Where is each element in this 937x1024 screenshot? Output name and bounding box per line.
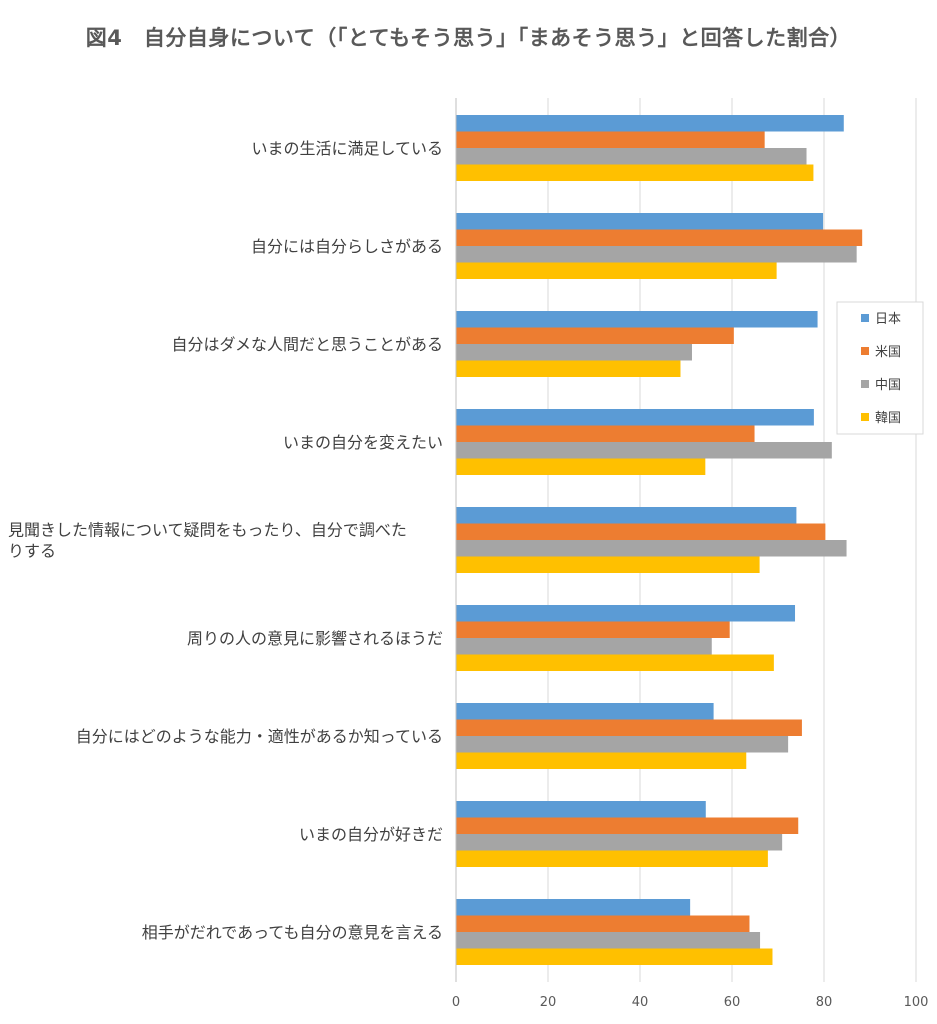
bar-日本-3 bbox=[456, 311, 818, 328]
category-label: 見聞きした情報について疑問をもったり、自分で調べたりする bbox=[8, 521, 407, 561]
bar-中国-1 bbox=[456, 148, 807, 165]
legend-label-日本: 日本 bbox=[875, 312, 901, 327]
bar-米国-8 bbox=[456, 817, 799, 834]
x-tick-label: 60 bbox=[724, 995, 741, 1010]
category-label: 自分には自分らしさがある bbox=[251, 237, 443, 256]
bar-米国-1 bbox=[456, 131, 765, 148]
bar-米国-3 bbox=[456, 327, 734, 344]
legend-label-中国: 中国 bbox=[875, 378, 901, 393]
legend-swatch-日本 bbox=[861, 314, 869, 322]
bar-韓国-8 bbox=[456, 850, 768, 867]
legend-swatch-中国 bbox=[861, 380, 869, 388]
bar-韓国-1 bbox=[456, 164, 814, 181]
bar-日本-1 bbox=[456, 115, 844, 132]
bar-韓国-2 bbox=[456, 262, 777, 279]
x-tick-label: 80 bbox=[816, 995, 833, 1010]
x-tick-label: 0 bbox=[452, 995, 460, 1010]
legend-swatch-韓国 bbox=[861, 413, 869, 421]
bar-日本-6 bbox=[456, 605, 796, 622]
bar-韓国-3 bbox=[456, 360, 681, 377]
bar-韓国-5 bbox=[456, 556, 760, 573]
bar-米国-5 bbox=[456, 523, 826, 540]
chart-title: 図4 自分自身について（「とてもそう思う」「まあそう思う」と回答した割合） bbox=[85, 26, 852, 50]
bar-日本-5 bbox=[456, 507, 797, 524]
bar-中国-4 bbox=[456, 442, 832, 459]
legend-label-米国: 米国 bbox=[875, 345, 901, 360]
legend-swatch-米国 bbox=[861, 347, 869, 355]
bar-日本-4 bbox=[456, 409, 814, 426]
x-tick-label: 20 bbox=[540, 995, 557, 1010]
bars bbox=[456, 115, 863, 965]
bar-中国-8 bbox=[456, 834, 783, 851]
x-axis: 0 20 40 60 80 100 bbox=[452, 98, 929, 1010]
bar-中国-6 bbox=[456, 638, 712, 655]
bar-韓国-7 bbox=[456, 752, 747, 769]
bar-米国-7 bbox=[456, 719, 802, 736]
category-label: 自分にはどのような能力・適性があるか知っている bbox=[76, 727, 443, 746]
bar-米国-6 bbox=[456, 621, 730, 638]
category-label: いまの自分が好きだ bbox=[299, 825, 443, 844]
bar-日本-8 bbox=[456, 801, 706, 818]
category-label: 自分はダメな人間だと思うことがある bbox=[171, 335, 443, 354]
bar-中国-9 bbox=[456, 932, 761, 949]
bar-中国-5 bbox=[456, 540, 847, 557]
bar-日本-2 bbox=[456, 213, 824, 230]
legend-box bbox=[836, 301, 924, 435]
x-tick-label: 100 bbox=[904, 995, 929, 1010]
category-label: いまの自分を変えたい bbox=[283, 433, 443, 452]
category-label: 相手がだれであっても自分の意見を言える bbox=[142, 923, 443, 942]
bar-日本-7 bbox=[456, 703, 714, 720]
bar-日本-9 bbox=[456, 899, 691, 916]
category-labels: いまの生活に満足している自分には自分らしさがある自分はダメな人間だと思うことがあ… bbox=[8, 139, 443, 942]
bar-中国-3 bbox=[456, 344, 692, 361]
category-label: 周りの人の意見に影響されるほうだ bbox=[187, 629, 443, 648]
category-label: いまの生活に満足している bbox=[251, 139, 443, 158]
bar-米国-4 bbox=[456, 425, 755, 442]
bar-韓国-9 bbox=[456, 948, 773, 965]
bar-韓国-6 bbox=[456, 654, 774, 671]
legend-label-韓国: 韓国 bbox=[875, 411, 901, 426]
bar-中国-7 bbox=[456, 736, 789, 753]
bar-米国-9 bbox=[456, 915, 750, 932]
x-tick-label: 40 bbox=[632, 995, 649, 1010]
bar-中国-2 bbox=[456, 246, 857, 263]
bar-韓国-4 bbox=[456, 458, 706, 475]
bar-米国-2 bbox=[456, 229, 863, 246]
